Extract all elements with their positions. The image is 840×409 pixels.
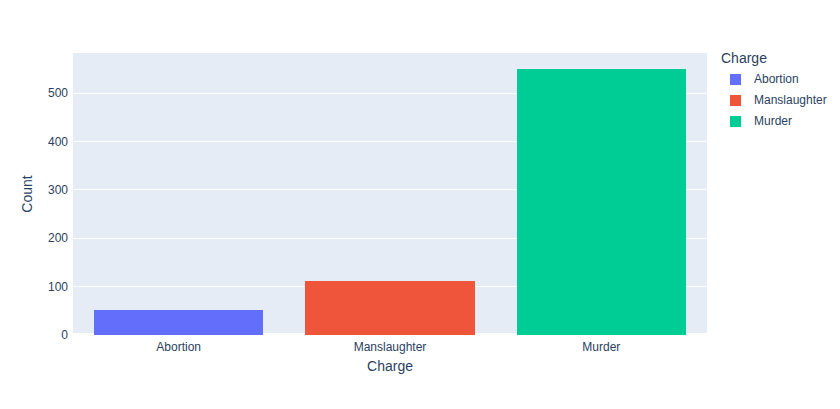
x-tick-label-abortion: Abortion [156, 340, 201, 354]
legend-swatch-manslaughter [730, 95, 741, 106]
bar-murder[interactable] [517, 69, 686, 335]
y-tick-label-200: 200 [6, 231, 68, 245]
x-tick-label-murder: Murder [582, 340, 620, 354]
x-axis-title: Charge [367, 358, 413, 374]
y-tick-label-100: 100 [6, 280, 68, 294]
y-tick-label-500: 500 [6, 86, 68, 100]
legend: Charge Abortion Manslaughter Murder [721, 50, 827, 135]
y-axis-title: Count [19, 175, 35, 212]
bar-chart-figure: 0 100 200 300 400 500 Abortion Manslaughter Mur… [0, 0, 840, 409]
y-tick-label-0: 0 [6, 328, 68, 342]
legend-item-label: Murder [754, 114, 792, 128]
y-tick-label-300: 300 [6, 183, 68, 197]
legend-item-label: Manslaughter [754, 93, 827, 107]
legend-items: Abortion Manslaughter Murder [721, 72, 827, 128]
bar-abortion[interactable] [94, 310, 263, 335]
legend-swatch-abortion [730, 74, 741, 85]
legend-swatch-murder [730, 116, 741, 127]
legend-item-abortion[interactable]: Abortion [730, 72, 827, 86]
bar-manslaughter[interactable] [305, 281, 474, 335]
legend-item-murder[interactable]: Murder [730, 114, 827, 128]
legend-item-label: Abortion [754, 72, 799, 86]
legend-title: Charge [721, 50, 827, 66]
legend-item-manslaughter[interactable]: Manslaughter [730, 93, 827, 107]
y-tick-label-400: 400 [6, 135, 68, 149]
plot-area [73, 53, 707, 335]
x-tick-label-manslaughter: Manslaughter [354, 340, 427, 354]
